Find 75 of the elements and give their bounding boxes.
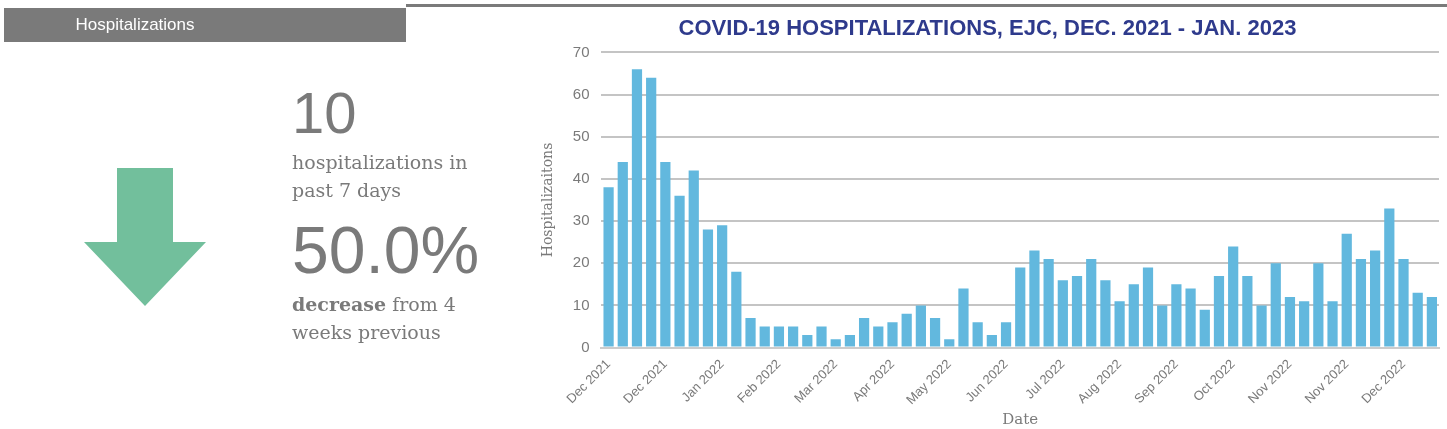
bar: [688, 170, 699, 347]
bar: [674, 195, 685, 347]
bar: [1057, 280, 1068, 347]
bar: [1242, 275, 1253, 347]
bar: [717, 225, 728, 347]
bar: [802, 334, 813, 347]
bar: [1043, 259, 1054, 347]
bar: [1142, 267, 1154, 347]
bar: [1000, 322, 1012, 347]
bar: [731, 271, 742, 347]
bar: [887, 322, 898, 347]
bar: [972, 322, 983, 347]
bar: [1213, 275, 1225, 347]
bar: [1185, 288, 1196, 347]
y-tick-label: 70: [572, 42, 590, 60]
text: 10: [292, 79, 358, 147]
bar: [603, 187, 614, 347]
text: 50.0%: [292, 212, 481, 289]
bar: [1086, 259, 1097, 347]
y-tick-label: 60: [572, 84, 590, 102]
bar: [830, 339, 841, 347]
text: decrease: [292, 293, 387, 315]
bar: [1157, 305, 1168, 347]
bar: [915, 305, 926, 347]
text: Hospitalizations: [4, 8, 406, 42]
bar: [1384, 208, 1395, 347]
bar: [816, 326, 827, 347]
bar: [660, 162, 671, 347]
bar: [1114, 301, 1125, 347]
bar: [1100, 280, 1111, 347]
y-axis-title: Hospitalizaitons: [539, 142, 556, 258]
bar: [745, 318, 756, 347]
y-tick-label: 0: [581, 337, 590, 355]
bar: [1355, 259, 1367, 347]
bar: [858, 318, 870, 347]
bar: [1313, 263, 1324, 347]
bar: [873, 326, 884, 347]
bar: [1412, 292, 1423, 347]
y-tick-label: 30: [572, 211, 590, 229]
bar: [1228, 246, 1239, 347]
bar: [1128, 284, 1139, 347]
bar: [1270, 263, 1281, 347]
bar: [1071, 275, 1083, 347]
y-tick-label: 20: [572, 253, 590, 271]
bar: [944, 339, 955, 347]
bar: [1199, 309, 1210, 347]
bar: [1171, 284, 1182, 347]
y-tick-label: 10: [572, 295, 590, 313]
bar: [1284, 296, 1296, 347]
bar: [901, 313, 912, 347]
bar: [1426, 296, 1438, 347]
bar: [646, 77, 657, 347]
y-tick-label: 50: [572, 126, 590, 144]
bar: [1398, 259, 1409, 347]
bar: [1256, 305, 1267, 347]
bar: [1341, 233, 1352, 347]
bar: [631, 69, 643, 347]
bar: [788, 326, 799, 347]
bar: [773, 326, 785, 347]
bar: [759, 326, 770, 347]
x-axis-title: Date: [1002, 409, 1039, 428]
text: hospitalizations in past 7 days: [292, 150, 469, 203]
bar: [844, 334, 856, 347]
bar: [1015, 267, 1026, 347]
bar: [617, 162, 628, 347]
bar: [1327, 301, 1338, 347]
bar: [1370, 250, 1381, 347]
y-tick-label: 40: [572, 169, 590, 187]
bar: [702, 229, 714, 347]
bar: [1299, 301, 1310, 347]
bar: [986, 334, 997, 347]
chart-title: COVID-19 HOSPITALIZATIONS, EJC, DEC. 2021 - JAN. 2023: [678, 15, 1297, 41]
bar: [1029, 250, 1040, 347]
bar: [929, 318, 941, 347]
bar: [958, 288, 969, 347]
